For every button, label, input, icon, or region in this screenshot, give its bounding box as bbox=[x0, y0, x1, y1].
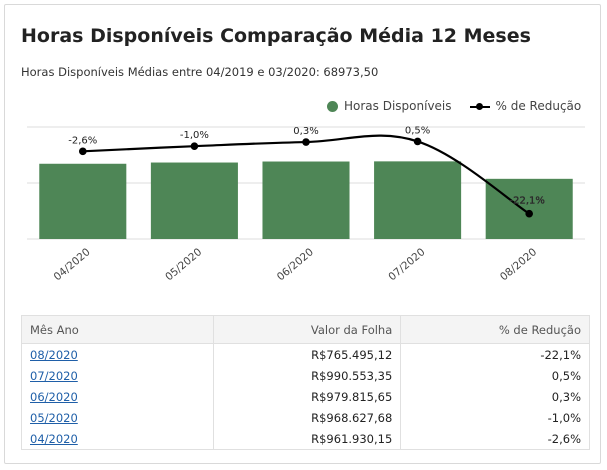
chart-title: Horas Disponíveis Comparação Média 12 Me… bbox=[21, 25, 531, 47]
table-row: 07/2020 R$990.553,35 0,5% bbox=[21, 365, 590, 386]
table-row: 08/2020 R$765.495,12 -22,1% bbox=[21, 343, 590, 365]
point-label: -2,6% bbox=[68, 135, 97, 146]
valor-cell: R$979.815,65 bbox=[212, 386, 402, 407]
point-label: 0,3% bbox=[293, 126, 318, 137]
chart-card: Horas Disponíveis Comparação Média 12 Me… bbox=[4, 4, 601, 464]
table-row: 04/2020 R$961.930,15 -2,6% bbox=[21, 428, 590, 450]
month-link[interactable]: 04/2020 bbox=[21, 428, 214, 450]
month-link[interactable]: 06/2020 bbox=[21, 386, 214, 407]
data-table-container: Mês Ano Valor da Folha % de Redução 08/2… bbox=[21, 315, 590, 450]
line-point bbox=[302, 138, 310, 146]
header-valor-folha[interactable]: Valor da Folha bbox=[212, 315, 402, 344]
valor-cell: R$968.627,68 bbox=[212, 407, 402, 428]
valor-cell: R$961.930,15 bbox=[212, 428, 402, 450]
x-tick-label: 04/2020 bbox=[52, 246, 93, 283]
reducao-cell: 0,3% bbox=[400, 386, 590, 407]
point-label: -1,0% bbox=[180, 130, 209, 141]
header-reducao[interactable]: % de Redução bbox=[400, 315, 590, 344]
valor-cell: R$765.495,12 bbox=[212, 343, 402, 365]
legend-bar-swatch bbox=[327, 100, 338, 112]
line-point bbox=[525, 209, 533, 218]
month-link[interactable]: 07/2020 bbox=[21, 365, 214, 386]
legend-item-line[interactable]: % de Redução bbox=[469, 99, 582, 113]
legend-item-bars[interactable]: Horas Disponíveis bbox=[327, 99, 452, 113]
reducao-cell: -22,1% bbox=[400, 343, 590, 365]
bar bbox=[39, 163, 127, 239]
bar bbox=[262, 161, 350, 239]
bar bbox=[374, 161, 462, 239]
header-mes-ano[interactable]: Mês Ano bbox=[21, 315, 214, 344]
x-tick-label: 07/2020 bbox=[386, 246, 427, 283]
combo-chart: 04/2020 05/2020 06/2020 07/2020 08/2020 -2,6%… bbox=[27, 125, 585, 283]
point-label: 0,5% bbox=[405, 125, 430, 136]
month-link[interactable]: 08/2020 bbox=[21, 343, 214, 365]
table-row: 05/2020 R$968.627,68 -1,0% bbox=[21, 407, 590, 428]
x-tick-label: 05/2020 bbox=[163, 246, 204, 283]
reducao-cell: -2,6% bbox=[400, 428, 590, 450]
reducao-cell: 0,5% bbox=[400, 365, 590, 386]
x-tick-label: 08/2020 bbox=[498, 246, 539, 283]
legend-line-swatch bbox=[469, 101, 490, 112]
bar bbox=[485, 178, 573, 239]
month-link[interactable]: 05/2020 bbox=[21, 407, 214, 428]
legend: Horas Disponíveis % de Redução bbox=[327, 99, 581, 113]
legend-bars-label: Horas Disponíveis bbox=[344, 99, 452, 113]
x-tick-label: 06/2020 bbox=[275, 246, 316, 283]
line-point bbox=[190, 142, 199, 150]
point-label: -22,1% bbox=[510, 196, 545, 207]
legend-line-label: % de Redução bbox=[495, 99, 582, 113]
table-header-row: Mês Ano Valor da Folha % de Redução bbox=[21, 315, 590, 344]
chart-subtitle: Horas Disponíveis Médias entre 04/2019 e… bbox=[21, 65, 379, 79]
table-row: 06/2020 R$979.815,65 0,3% bbox=[21, 386, 590, 407]
reducao-cell: -1,0% bbox=[400, 407, 590, 428]
valor-cell: R$990.553,35 bbox=[212, 365, 402, 386]
line-point bbox=[79, 147, 87, 156]
bar bbox=[150, 162, 238, 239]
line-point bbox=[413, 137, 422, 146]
data-table: Mês Ano Valor da Folha % de Redução 08/2… bbox=[21, 315, 590, 450]
